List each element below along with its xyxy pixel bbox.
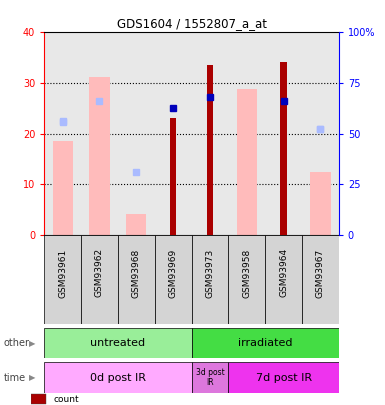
Bar (228, 362, 339, 393)
Text: 0d post IR: 0d post IR (90, 373, 146, 383)
Bar (192, 362, 228, 393)
Bar (207, 65, 213, 235)
Bar (31, 394, 46, 404)
Text: GSM93958: GSM93958 (242, 248, 251, 298)
Bar (228, 235, 265, 324)
Bar (310, 172, 330, 235)
Text: count: count (53, 395, 79, 404)
Bar (302, 235, 339, 324)
Bar (192, 235, 228, 324)
Text: GSM93967: GSM93967 (316, 248, 325, 298)
Bar (155, 235, 192, 324)
Bar (44, 362, 192, 393)
Text: GSM93961: GSM93961 (58, 248, 67, 298)
Text: GSM93969: GSM93969 (169, 248, 177, 298)
Text: ▶: ▶ (29, 339, 35, 348)
Text: other: other (4, 338, 30, 348)
Bar (53, 141, 73, 235)
Bar (126, 214, 146, 235)
Text: untreated: untreated (90, 338, 146, 348)
Text: 7d post IR: 7d post IR (256, 373, 311, 383)
Text: GSM93962: GSM93962 (95, 248, 104, 297)
Text: GSM93968: GSM93968 (132, 248, 141, 298)
Bar (44, 328, 192, 358)
Text: GSM93973: GSM93973 (206, 248, 214, 298)
Bar (280, 62, 287, 235)
Bar (118, 235, 155, 324)
Bar (89, 77, 110, 235)
Bar (44, 235, 81, 324)
Text: ▶: ▶ (29, 373, 35, 382)
Title: GDS1604 / 1552807_a_at: GDS1604 / 1552807_a_at (117, 17, 266, 30)
Text: time: time (4, 373, 26, 383)
Text: GSM93964: GSM93964 (279, 248, 288, 297)
Bar (265, 235, 302, 324)
Bar (170, 118, 176, 235)
Text: 3d post
IR: 3d post IR (196, 368, 224, 387)
Bar (237, 89, 257, 235)
Text: irradiated: irradiated (238, 338, 293, 348)
Bar (81, 235, 118, 324)
Bar (192, 328, 339, 358)
